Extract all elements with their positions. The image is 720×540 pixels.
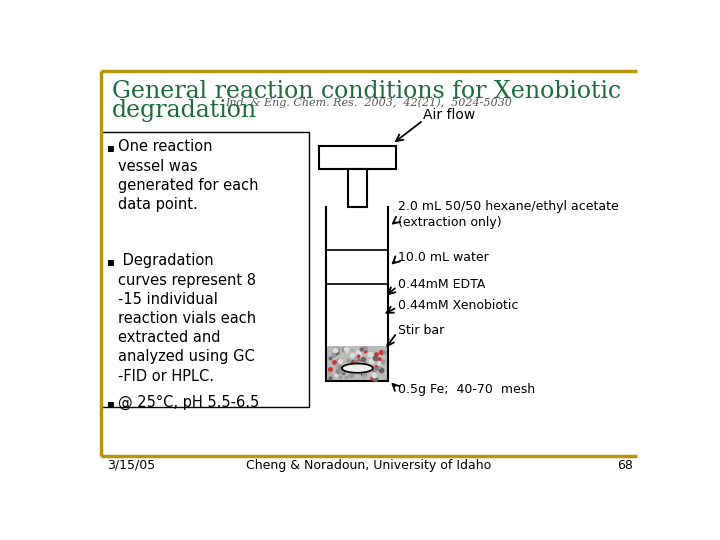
- Text: ▪: ▪: [107, 255, 115, 268]
- Bar: [326, 346, 388, 381]
- Text: 68: 68: [616, 458, 632, 472]
- Bar: [319, 146, 396, 168]
- Text: One reaction
vessel was
generated for each
data point.: One reaction vessel was generated for ea…: [118, 139, 258, 212]
- Text: ▪: ▪: [107, 141, 115, 154]
- Text: Degradation
curves represent 8
-15 individual
reaction vials each
extracted and
: Degradation curves represent 8 -15 indiv…: [118, 253, 256, 383]
- Bar: [101, 132, 309, 408]
- Ellipse shape: [342, 363, 373, 373]
- Text: @ 25°C, pH 5.5-6.5: @ 25°C, pH 5.5-6.5: [118, 395, 259, 410]
- Text: 3/15/05: 3/15/05: [107, 458, 156, 472]
- Text: Stir bar: Stir bar: [398, 324, 445, 337]
- Text: 0.44mM EDTA: 0.44mM EDTA: [398, 278, 486, 291]
- Text: 2.0 mL 50/50 hexane/ethyl acetate
(extraction only): 2.0 mL 50/50 hexane/ethyl acetate (extra…: [398, 200, 619, 230]
- Text: General reaction conditions for Xenobiotic: General reaction conditions for Xenobiot…: [112, 80, 621, 103]
- Text: Ind. & Eng. Chem. Res.  2003,  42(21),  5024-5030: Ind. & Eng. Chem. Res. 2003, 42(21), 502…: [225, 98, 513, 109]
- Text: 0.44mM Xenobiotic: 0.44mM Xenobiotic: [398, 299, 519, 312]
- Text: degradation: degradation: [112, 99, 257, 122]
- Text: ▪: ▪: [107, 397, 115, 410]
- Text: 10.0 mL water: 10.0 mL water: [398, 251, 489, 264]
- Text: Air flow: Air flow: [423, 108, 475, 122]
- Text: 0.5g Fe;  40-70  mesh: 0.5g Fe; 40-70 mesh: [398, 383, 536, 396]
- Bar: [348, 168, 366, 207]
- Text: Cheng & Noradoun, University of Idaho: Cheng & Noradoun, University of Idaho: [246, 458, 492, 472]
